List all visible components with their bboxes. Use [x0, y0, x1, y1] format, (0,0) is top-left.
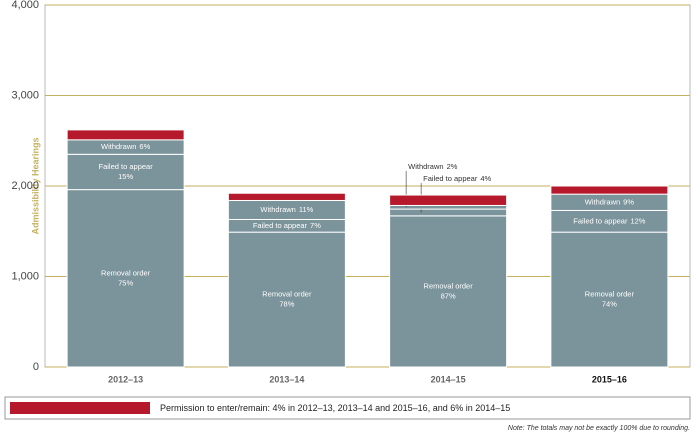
segment-name: Withdrawn [101, 142, 136, 151]
segment-label: Withdrawn 11% [260, 205, 313, 214]
segment-label: Failed to appear 4% [423, 174, 491, 183]
bar-segment [389, 208, 508, 217]
segment-label: Removal order [585, 290, 635, 299]
note: Note: The totals may not be exactly 100%… [508, 425, 690, 432]
segment-share: 7% [310, 221, 321, 230]
segment-label: Withdrawn 9% [585, 197, 635, 206]
segment-name: Failed to appear [253, 221, 308, 230]
y-tick-label: 0 [33, 361, 39, 373]
x-tick-label: 2014–15 [431, 374, 466, 384]
segment-label: Withdrawn 2% [408, 162, 458, 171]
segment-name: Withdrawn [260, 205, 295, 214]
segment-name: Withdrawn [408, 162, 443, 171]
segment-share: 15% [118, 172, 133, 181]
segment-label: Failed to appear 12% [573, 216, 646, 225]
bar-segment [227, 192, 346, 201]
legend-label: Permission to enter/remain: 4% in 2012–1… [160, 403, 510, 413]
segment-name: Withdrawn [585, 197, 620, 206]
x-tick-label: 2015–16 [592, 374, 627, 384]
x-tick-label: 2013–14 [269, 374, 304, 384]
segment-share: 6% [139, 142, 150, 151]
x-tick-label: 2012–13 [108, 374, 143, 384]
y-tick-label: 4,000 [11, 0, 39, 11]
bar-segment [66, 189, 185, 368]
bar-segment [66, 129, 185, 141]
segment-name: Failed to appear [573, 216, 628, 225]
segment-label: Failed to appear [99, 162, 154, 171]
segment-label: Failed to appear 7% [253, 221, 321, 230]
segment-label: Removal order [101, 268, 151, 277]
segment-share: 12% [630, 216, 645, 225]
segment-share: 74% [602, 300, 617, 309]
y-axis-title: Admissibility Hearings [30, 137, 40, 234]
bar-segment [389, 194, 508, 206]
segment-share: 4% [480, 174, 491, 183]
segment-share: 75% [118, 278, 133, 287]
segment-share: 87% [441, 291, 456, 300]
bar-segment [389, 215, 508, 368]
segment-share: 78% [279, 300, 294, 309]
bar-segment [227, 231, 346, 368]
bar-segment [389, 204, 508, 210]
segment-share: 2% [447, 162, 458, 171]
y-tick-label: 1,000 [11, 270, 39, 282]
y-tick-label: 3,000 [11, 89, 39, 101]
segment-name: Failed to appear [423, 174, 478, 183]
segment-label: Withdrawn 6% [101, 142, 151, 151]
segment-share: 11% [299, 205, 314, 214]
segment-share: 9% [623, 197, 634, 206]
legend-swatch [10, 402, 150, 414]
bar-segment [550, 185, 669, 195]
bar-segment [66, 153, 185, 191]
segment-label: Removal order [262, 290, 312, 299]
legend-box [4, 396, 691, 420]
y-tick-label: 2,000 [11, 180, 39, 192]
segment-label: Removal order [424, 281, 474, 290]
